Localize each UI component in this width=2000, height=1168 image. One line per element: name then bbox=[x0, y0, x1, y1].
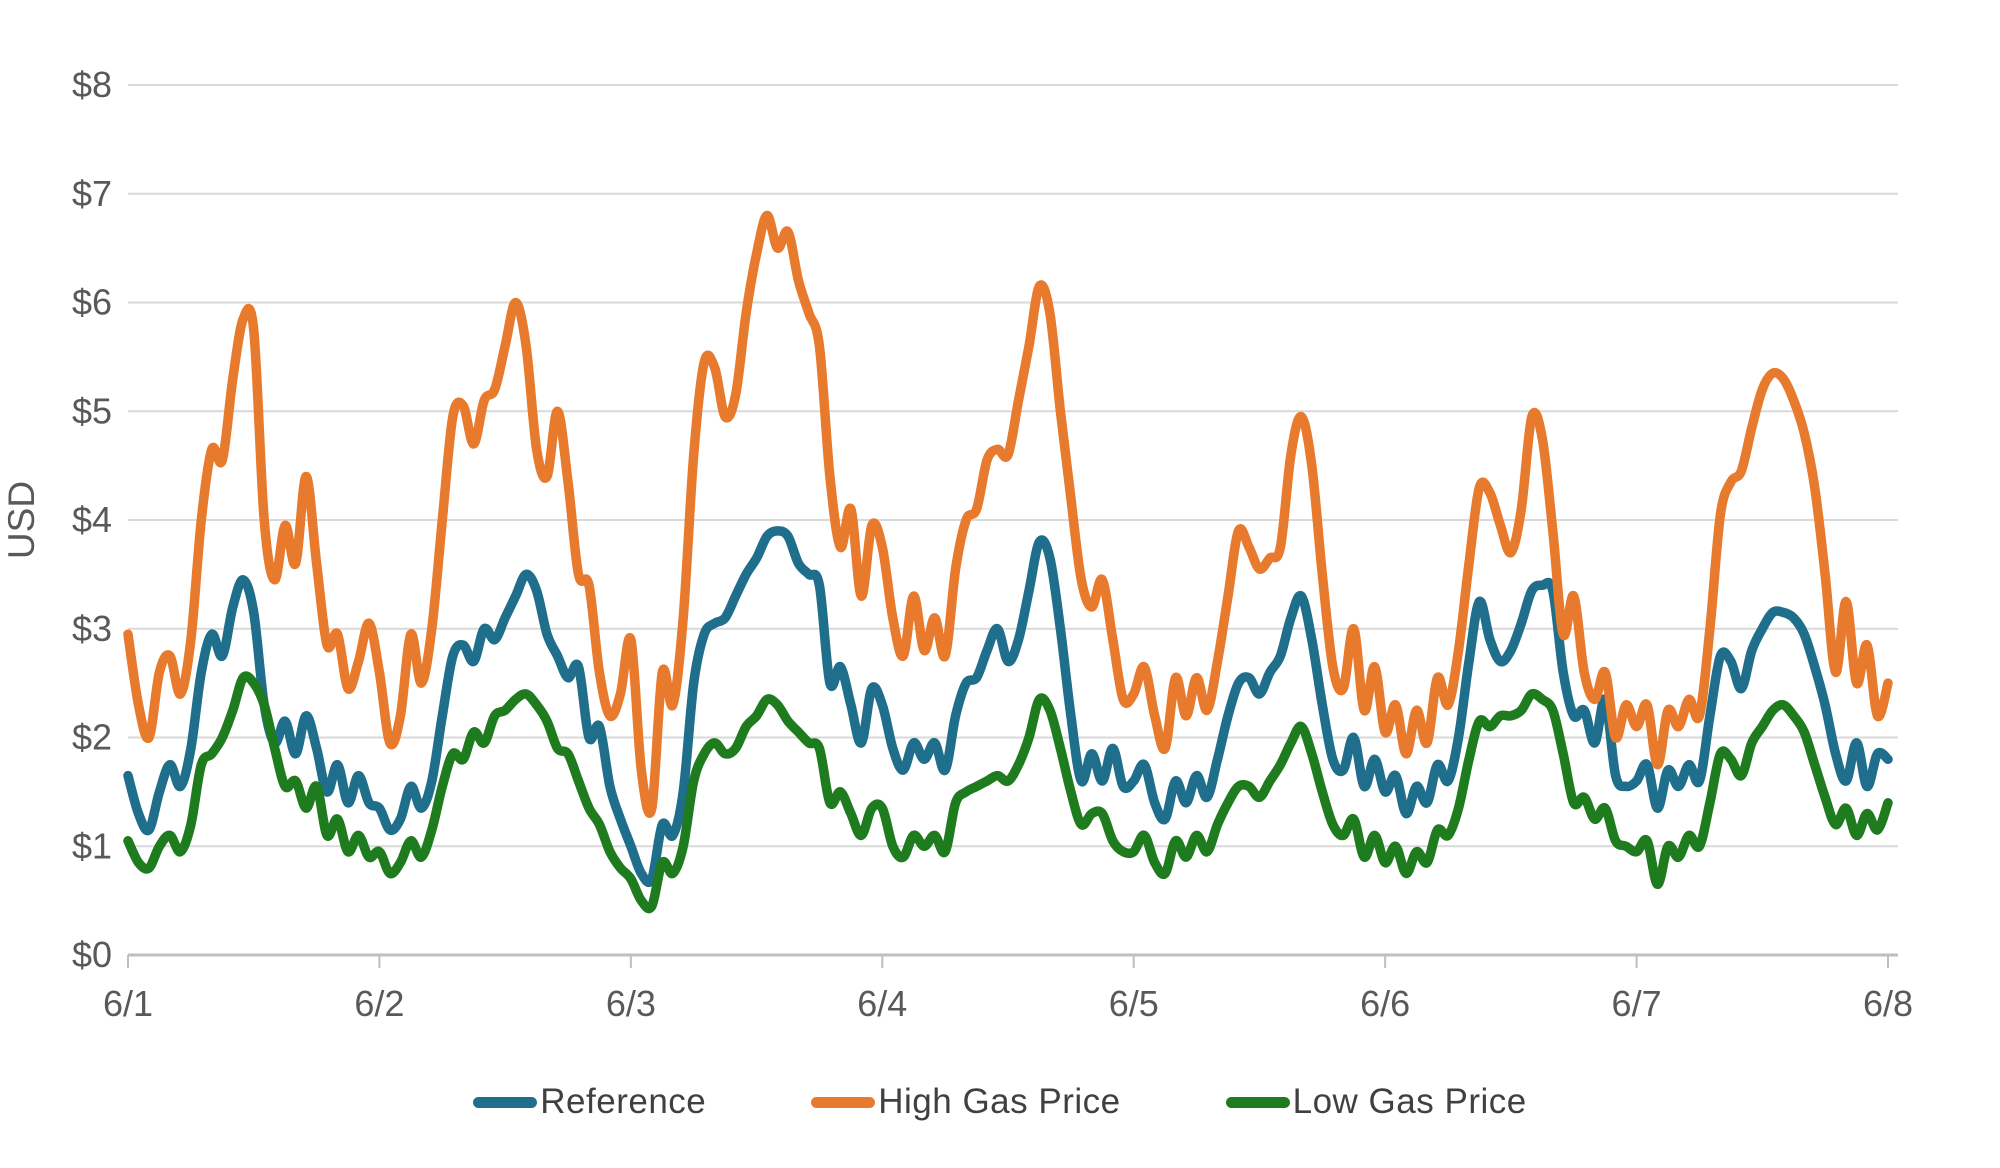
y-axis-title: USD bbox=[1, 481, 42, 559]
y-tick-label: $8 bbox=[72, 64, 112, 105]
chart-legend: Reference High Gas Price Low Gas Price bbox=[0, 1082, 2000, 1122]
series-line-reference bbox=[123, 526, 1893, 887]
x-tick-label: 6/6 bbox=[1360, 983, 1410, 1024]
legend-swatch bbox=[1225, 1096, 1290, 1108]
legend-swatch bbox=[811, 1096, 876, 1108]
legend-label: Reference bbox=[540, 1082, 707, 1121]
x-tick-label: 6/5 bbox=[1109, 983, 1159, 1024]
y-tick-label: $7 bbox=[72, 173, 112, 214]
x-tick-label: 6/7 bbox=[1612, 983, 1662, 1024]
x-tick-label: 6/2 bbox=[354, 983, 404, 1024]
y-tick-label: $0 bbox=[72, 934, 112, 975]
legend-swatch bbox=[473, 1096, 538, 1108]
x-tick-label: 6/1 bbox=[103, 983, 153, 1024]
legend-item-low-gas-price: Low Gas Price bbox=[1225, 1082, 1527, 1122]
series-line-high-gas-price bbox=[123, 210, 1893, 818]
y-tick-label: $6 bbox=[72, 282, 112, 323]
x-axis-ticks-group bbox=[127, 955, 1889, 968]
series-line-low-gas-price bbox=[123, 671, 1893, 914]
x-axis-labels-group: 6/1 6/2 6/3 6/4 6/5 6/6 6/7 6/8 bbox=[103, 983, 1913, 1024]
y-tick-label: $3 bbox=[72, 608, 112, 649]
legend-label: High Gas Price bbox=[878, 1082, 1121, 1121]
legend-item-high-gas-price: High Gas Price bbox=[811, 1082, 1120, 1122]
legend-item-reference: Reference bbox=[473, 1082, 706, 1122]
y-tick-label: $4 bbox=[72, 499, 112, 540]
series-lines-group bbox=[123, 210, 1893, 914]
y-tick-label: $2 bbox=[72, 717, 112, 758]
x-tick-label: 6/3 bbox=[606, 983, 656, 1024]
x-tick-label: 6/4 bbox=[857, 983, 907, 1024]
y-axis-labels-group: $0 $1 $2 $3 $4 $5 $6 $7 $8 bbox=[72, 64, 112, 975]
y-tick-label: $1 bbox=[72, 825, 112, 866]
legend-label: Low Gas Price bbox=[1292, 1082, 1527, 1121]
y-tick-label: $5 bbox=[72, 390, 112, 431]
x-tick-label: 6/8 bbox=[1863, 983, 1913, 1024]
